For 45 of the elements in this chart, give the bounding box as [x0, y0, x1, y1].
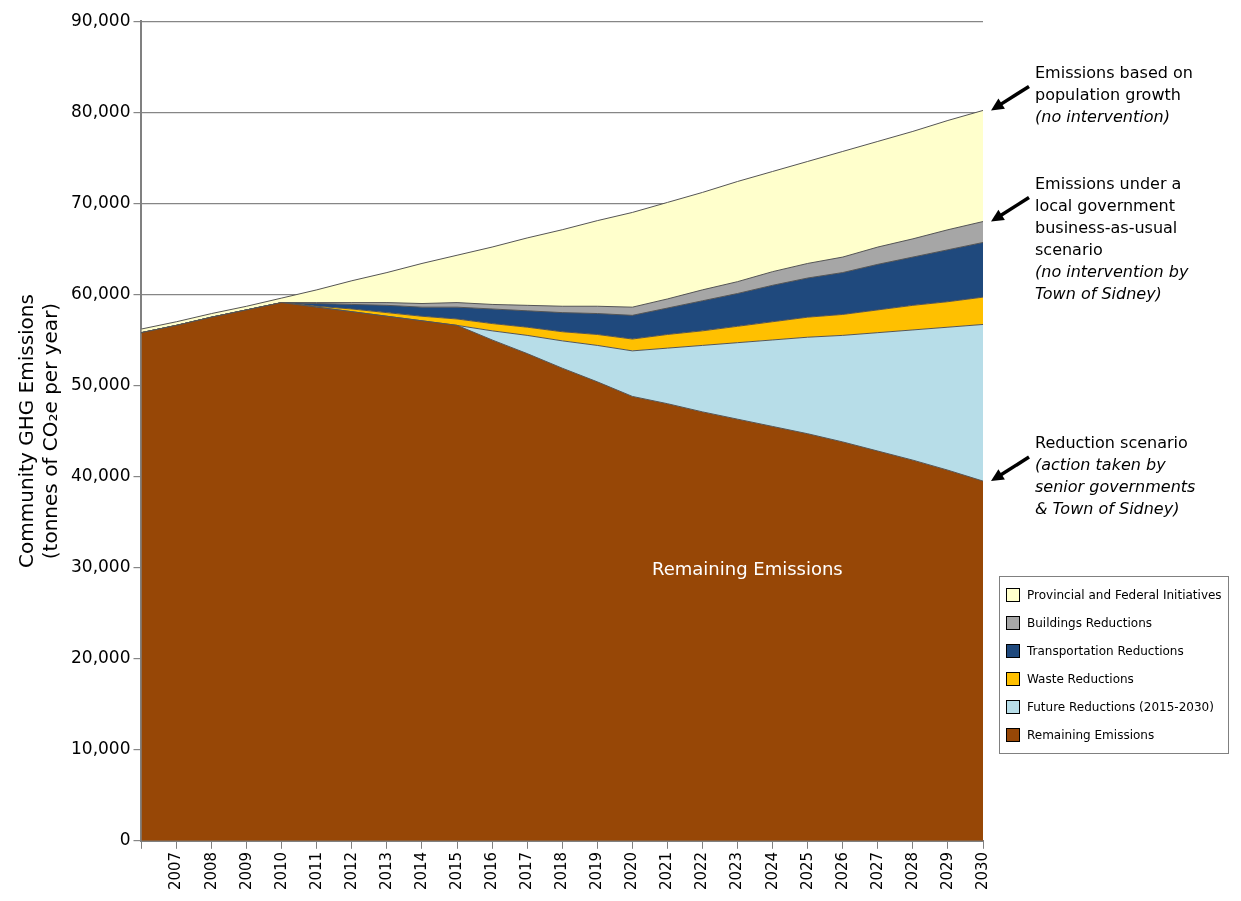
y-tick-label: 90,000 — [71, 9, 131, 30]
x-tick-label: 2011 — [306, 851, 325, 891]
x-tick-label: 2010 — [271, 851, 290, 891]
x-tick-label: 2012 — [341, 851, 360, 891]
y-tick-label: 30,000 — [71, 556, 131, 577]
y-tick-label: 20,000 — [71, 647, 131, 668]
x-tick-label: 2027 — [867, 851, 886, 891]
x-tick-label: 2013 — [376, 851, 395, 891]
text: Remaining Emissions — [1027, 728, 1155, 742]
x-tick-label: 2022 — [692, 851, 711, 891]
x-tick-label: 2008 — [201, 851, 220, 891]
text: Reduction scenario (action taken by senior governments & Town of Sidney) — [1035, 433, 1196, 519]
y-tick-label: 60,000 — [71, 282, 131, 303]
y-tick-label: 10,000 — [71, 738, 131, 759]
x-tick-label: 2007 — [166, 851, 185, 891]
legend-label: Future Reductions (2015-2030) — [1027, 700, 1214, 714]
text: Emissions under a local government business-as-usual scenario (no intervention by Town of Sidney) — [1035, 173, 1189, 303]
x-tick-label: 2023 — [727, 851, 746, 891]
x-tick-label: 2028 — [902, 851, 921, 891]
x-tick-label: 2018 — [552, 851, 571, 891]
text: Emissions based on population growth (no intervention) — [1035, 62, 1193, 126]
x-tick-label: 2020 — [622, 851, 641, 891]
y-tick-label: 70,000 — [71, 191, 131, 212]
x-tick-label: 2030 — [972, 851, 991, 891]
annotation: Remaining Emissions — [651, 558, 843, 580]
x-tick-label: 2024 — [762, 851, 781, 891]
legend-label: Waste Reductions — [1027, 672, 1134, 686]
x-tick-label: 2017 — [517, 851, 536, 891]
legend-label: Transportation Reductions — [1027, 644, 1184, 658]
x-tick-label: 2026 — [832, 851, 851, 891]
x-tick-label: 2029 — [937, 851, 956, 891]
x-tick-label: 2021 — [657, 851, 676, 891]
y-axis-title: Community GHG Emissions (tonnes of CO₂e per year) — [14, 294, 63, 568]
y-tick-label: 80,000 — [71, 100, 131, 121]
y-tick-label: 50,000 — [71, 373, 131, 394]
x-tick-label: 2025 — [797, 851, 816, 891]
x-tick-label: 2019 — [587, 851, 606, 891]
y-tick-label: 0 — [119, 829, 131, 850]
x-tick-label: 2009 — [236, 851, 255, 891]
x-tick-label: 2014 — [411, 851, 430, 891]
x-tick-label: 2016 — [482, 851, 501, 891]
legend-label: Provincial and Federal Initiatives — [1027, 588, 1222, 602]
x-tick-label: 2015 — [446, 851, 465, 891]
y-tick-label: 40,000 — [71, 464, 131, 485]
legend-label: Buildings Reductions — [1027, 616, 1152, 630]
